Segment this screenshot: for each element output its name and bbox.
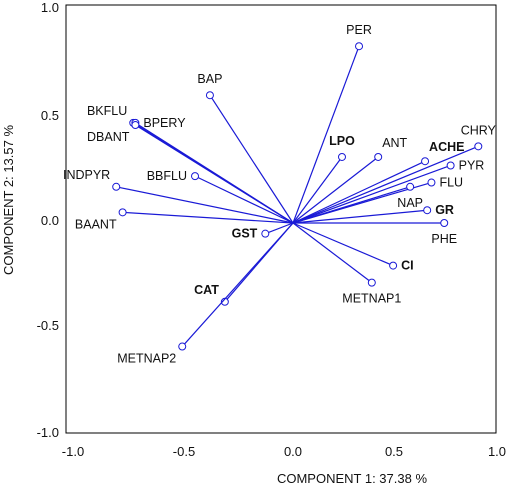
vector-label-nap: NAP: [397, 196, 423, 210]
x-tick-label: 0.0: [284, 444, 302, 459]
vector-line-ant: [292, 156, 379, 224]
vector-point-pyr: [446, 161, 455, 170]
vector-label-bbflu: BBFLU: [147, 169, 187, 183]
y-tick-label: 0.0: [41, 213, 59, 228]
vector-line-dbant: [135, 124, 294, 224]
vector-line-bap: [209, 94, 294, 224]
vector-label-cat: CAT: [194, 283, 219, 297]
vector-line-indpyr: [116, 186, 294, 224]
vector-label-chry: CHRY: [461, 123, 497, 137]
vector-label-ache: ACHE: [429, 140, 464, 154]
vector-line-bbflu: [194, 175, 294, 224]
vector-line-gst: [265, 222, 294, 235]
vector-label-phe: PHE: [431, 232, 457, 246]
plot-frame: [65, 4, 497, 434]
vector-line-chry: [292, 145, 479, 224]
vector-line-ache: [292, 160, 426, 224]
vector-point-bbflu: [191, 172, 200, 181]
x-axis-title: COMPONENT 1: 37.38 %: [277, 471, 427, 486]
vector-line-metnap1: [292, 222, 373, 284]
vector-line-gr: [292, 209, 428, 224]
vector-point-dbant: [131, 121, 140, 130]
x-tick-label: -1.0: [62, 444, 84, 459]
vector-point-ache: [421, 157, 430, 166]
vector-label-ant: ANT: [382, 136, 407, 150]
vector-point-nap: [406, 182, 415, 191]
vector-label-bkflu: BKFLU: [87, 104, 127, 118]
vector-line-lpo: [292, 156, 343, 224]
vector-label-ci: CI: [401, 259, 414, 273]
y-axis-title: COMPONENT 2: 13.57 %: [1, 125, 16, 275]
y-tick-label: 0.5: [41, 108, 59, 123]
y-tick-label: -0.5: [37, 318, 59, 333]
vector-label-indpyr: INDPYR: [63, 168, 110, 182]
y-tick-label: 1.0: [41, 0, 59, 15]
vector-point-per: [355, 42, 364, 51]
vector-label-metnap1: METNAP1: [342, 292, 401, 306]
vector-label-bap: BAP: [197, 72, 222, 86]
vector-point-phe: [440, 219, 449, 227]
label-layer: PER BAP BKFLU BPERY DBANT INDPYR BBFLU BAANT LPO…: [63, 23, 497, 365]
vector-point-ant: [374, 152, 383, 161]
vector-line-pyr: [292, 164, 451, 224]
vector-line-per: [292, 46, 360, 224]
vector-point-bap: [205, 91, 214, 100]
vector-point-baant: [118, 208, 127, 217]
vector-point-chry: [474, 142, 483, 151]
vector-line-baant: [122, 211, 294, 224]
vector-point-metnap2: [178, 342, 187, 351]
vector-label-bpery: BPERY: [143, 116, 186, 130]
vector-point-ci: [389, 261, 398, 270]
x-tick-label: -0.5: [173, 444, 195, 459]
vector-label-gst: GST: [232, 227, 258, 241]
vector-label-flu: FLU: [439, 176, 463, 190]
y-tick-label: -1.0: [37, 425, 59, 440]
vector-label-pyr: PYR: [459, 158, 485, 172]
vector-label-baant: BAANT: [75, 217, 117, 231]
vector-line-metnap2: [181, 222, 294, 347]
vector-label-per: PER: [346, 23, 372, 37]
vector-line-nap: [292, 186, 411, 224]
vector-label-dbant: DBANT: [87, 130, 130, 144]
vector-point-indpyr: [112, 182, 121, 191]
vector-line-ci: [292, 222, 394, 267]
vector-point-gr: [423, 206, 432, 215]
vector-layer: [112, 42, 483, 351]
vector-point-lpo: [337, 152, 346, 161]
vector-point-gst: [261, 229, 270, 238]
x-tick-label: 0.5: [385, 444, 403, 459]
vector-point-metnap1: [367, 278, 376, 287]
vector-label-gr: GR: [435, 203, 454, 217]
vector-label-lpo: LPO: [329, 134, 355, 148]
x-tick-label: 1.0: [488, 444, 506, 459]
vector-point-flu: [427, 178, 436, 187]
vector-label-metnap2: METNAP2: [117, 352, 176, 366]
